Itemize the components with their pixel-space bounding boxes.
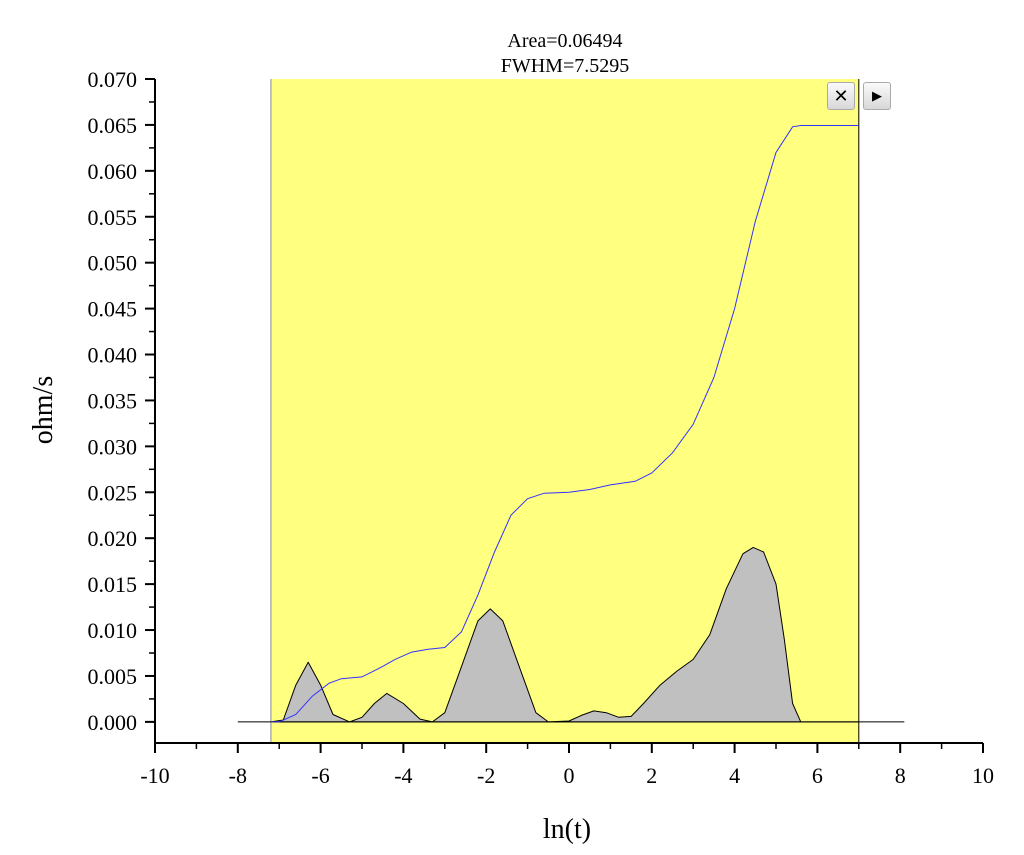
y-tick-label: 0.020	[88, 526, 138, 551]
cumulative-line	[270, 125, 859, 723]
x-axis-title: ln(t)	[543, 814, 591, 845]
expand-button[interactable]: ▶	[863, 82, 891, 110]
y-tick-label: 0.070	[88, 67, 138, 92]
x-tick-label: 0	[564, 763, 575, 788]
y-tick-label: 0.005	[88, 664, 138, 689]
x-tick-label: 10	[972, 763, 994, 788]
x-tick-label: 8	[895, 763, 906, 788]
y-tick-label: 0.050	[88, 251, 138, 276]
annotation-fwhm: FWHM=7.5295	[501, 55, 630, 77]
y-tick-label: 0.065	[88, 113, 138, 138]
x-tick-label: -6	[311, 763, 329, 788]
y-axis-title: ohm/s	[28, 376, 59, 444]
y-tick-label: 0.010	[88, 618, 138, 643]
close-button[interactable]: ✕	[827, 82, 855, 110]
x-tick-label: -8	[229, 763, 247, 788]
y-tick-label: 0.060	[88, 159, 138, 184]
y-tick-label: 0.000	[88, 710, 138, 735]
y-tick-label: 0.040	[88, 343, 138, 368]
close-icon: ✕	[833, 85, 849, 107]
x-tick-label: -10	[140, 763, 169, 788]
y-tick-label: 0.015	[88, 572, 138, 597]
x-tick-label: 4	[729, 763, 740, 788]
x-tick-label: 2	[646, 763, 657, 788]
x-tick-label: -2	[477, 763, 495, 788]
y-tick-label: 0.025	[88, 480, 138, 505]
x-tick-label: 6	[812, 763, 823, 788]
y-tick-label: 0.055	[88, 205, 138, 230]
y-tick-label: 0.045	[88, 297, 138, 322]
annotation-area: Area=0.06494	[507, 30, 622, 52]
y-tick-label: 0.030	[88, 434, 138, 459]
x-tick-label: -4	[394, 763, 412, 788]
y-tick-label: 0.035	[88, 388, 138, 413]
play-icon: ▶	[872, 88, 882, 104]
